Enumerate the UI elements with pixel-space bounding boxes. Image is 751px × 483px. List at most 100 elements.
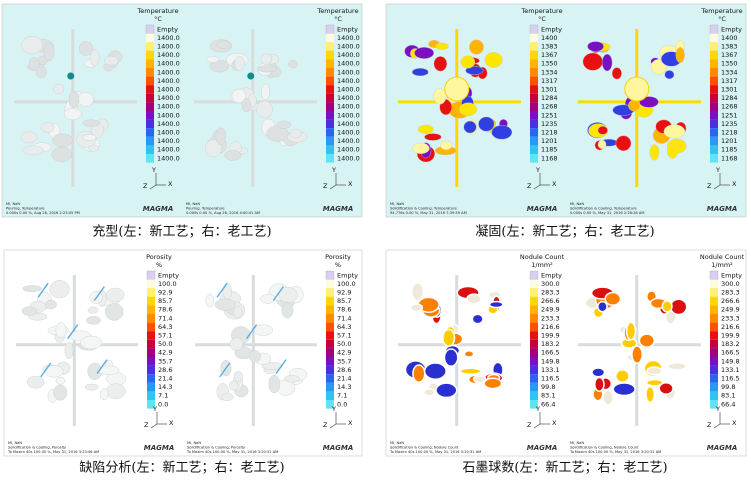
part [661, 299, 673, 313]
legend-swatch [326, 93, 334, 103]
legend-swatch [146, 102, 154, 111]
panel-background [1, 3, 363, 218]
info-text: MI, NaN [6, 202, 20, 206]
legend-label: 283.3 [721, 289, 740, 297]
legend-swatch [326, 391, 334, 400]
panel: Temperature°CEmpty1400138313671350133413… [385, 3, 747, 218]
part [45, 299, 57, 310]
part [43, 42, 55, 62]
part [82, 134, 97, 141]
axis-z [533, 184, 541, 190]
sprue [624, 76, 650, 102]
legend-label: 1400.0 [337, 86, 360, 94]
part [459, 367, 482, 376]
legend-unit: °C [718, 15, 726, 23]
part [205, 294, 215, 308]
legend-swatch [529, 24, 539, 34]
part [443, 348, 459, 367]
legend-swatch [710, 279, 718, 289]
legend-label: 1284 [721, 94, 738, 102]
legend-label: 1400.0 [337, 34, 360, 42]
legend-swatch [530, 128, 538, 137]
part [433, 88, 447, 105]
legend-label: 1400.0 [337, 103, 360, 111]
legend-swatch [530, 288, 538, 297]
legend-label: 1317 [721, 77, 738, 85]
part [484, 52, 503, 68]
legend-swatch [530, 357, 538, 366]
legend-unit: 1/mm² [531, 261, 553, 269]
legend-swatch [147, 374, 155, 383]
info-text: Solidification & Cooling, Temperature [390, 207, 457, 211]
part [602, 389, 614, 406]
axis-label: X [552, 419, 557, 427]
legend-swatch [710, 33, 718, 43]
legend-label: 1400.0 [157, 120, 180, 128]
legend-label: 1301 [541, 86, 558, 94]
legend-label: 50.0 [158, 340, 172, 348]
legend-swatch [530, 374, 538, 383]
legend-label: 1185 [541, 146, 558, 154]
caption: 缺陷分析(左：新工艺；右：老工艺) [79, 460, 284, 476]
info-text: Solidification & Cooling, Nodule Count [390, 446, 459, 450]
legend-swatch [530, 331, 538, 340]
legend-swatch [147, 382, 155, 392]
legend-swatch [710, 68, 718, 77]
legend-swatch [147, 314, 155, 323]
legend-label: 266.6 [541, 297, 560, 305]
info-text: 0.000s 0.00 %, May 31, 2016 2:28:28 AM [570, 211, 644, 215]
legend-swatch [530, 348, 538, 357]
info-text: MI, NaN [186, 202, 200, 206]
legend-label: 1400 [541, 34, 558, 42]
axis-z [329, 423, 337, 429]
legend-swatch [710, 42, 718, 51]
part [667, 143, 679, 159]
casting [398, 275, 521, 426]
legend-label: 1168 [721, 154, 738, 162]
legend-title: Temperature [136, 7, 178, 15]
legend-swatch [326, 33, 334, 43]
legend-label: 233.3 [541, 314, 560, 322]
legend-swatch [146, 76, 154, 86]
info-text: 0.000s 0.00 %, Aug 26, 2016 2:23:05 PM [6, 211, 80, 215]
legend-swatch [326, 145, 334, 154]
legend-swatch [710, 322, 718, 332]
legend-label: 1400.0 [337, 137, 360, 145]
part [104, 55, 119, 66]
legend-swatch [710, 102, 718, 111]
part [465, 66, 484, 75]
legend-swatch [710, 93, 718, 103]
part [478, 116, 495, 132]
info-text: 0.000s 0.00 %, Aug 26, 2016 4:00:41 AM [186, 211, 260, 215]
axis-label: X [169, 419, 174, 427]
part [20, 131, 38, 144]
axis-label: Y [715, 405, 720, 413]
legend-title: Porosity [325, 253, 351, 261]
legend-label: 1400.0 [157, 77, 180, 85]
info-text: Solidification & Cooling, Temperature [570, 207, 637, 211]
legend-swatch [147, 348, 155, 357]
logo: MAGMA [527, 444, 558, 452]
part [52, 133, 73, 148]
legend-swatch [326, 305, 334, 314]
axis-label: Z [323, 182, 328, 190]
legend-swatch [147, 391, 155, 400]
part [261, 362, 283, 371]
legend-swatch [530, 145, 538, 154]
part [209, 59, 230, 73]
part [442, 328, 456, 348]
part [106, 287, 125, 303]
axis-label: Y [151, 166, 156, 174]
casting [578, 275, 701, 426]
logo: MAGMA [323, 444, 354, 452]
legend-label: Empty [541, 25, 562, 33]
porosity-streak [246, 324, 258, 340]
logo: MAGMA [144, 444, 175, 452]
part [463, 120, 477, 134]
legend-swatch [326, 365, 334, 375]
casting [578, 29, 701, 187]
part [256, 65, 278, 73]
legend-swatch [147, 279, 155, 289]
legend-title: Nodule Count [520, 253, 565, 261]
